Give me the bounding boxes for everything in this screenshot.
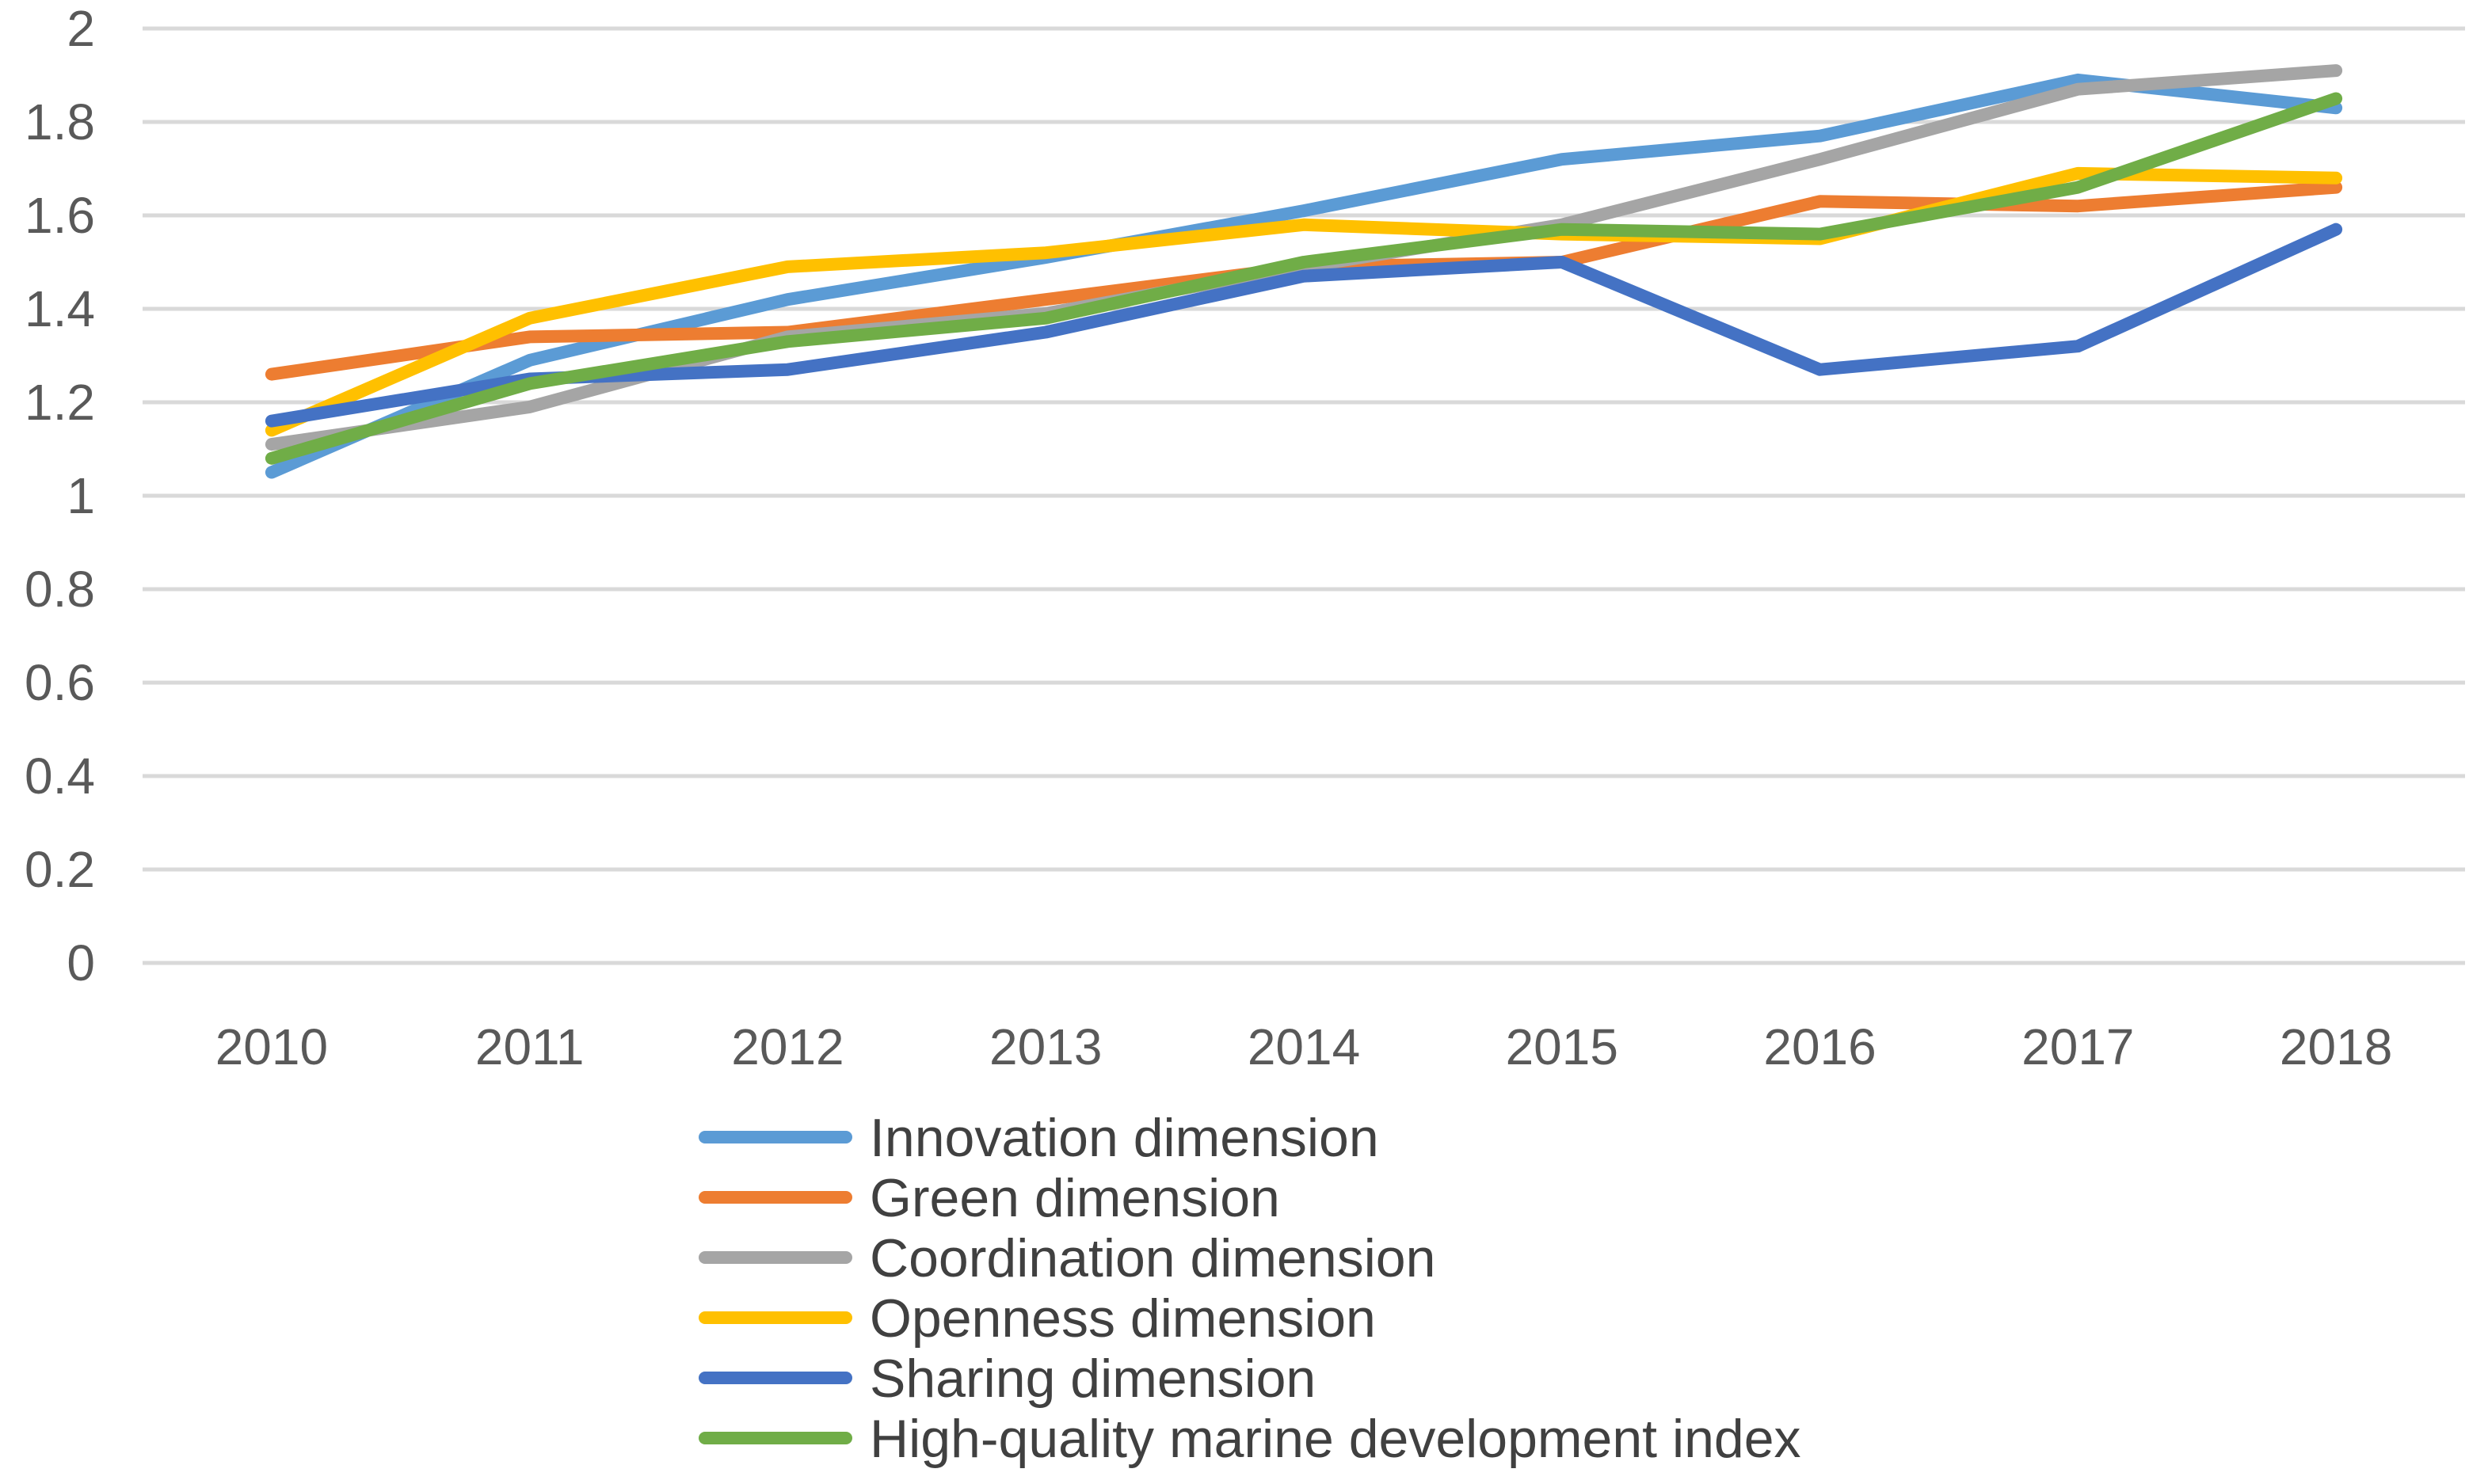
x-tick-label: 2017 <box>2021 1018 2134 1075</box>
series-line <box>265 166 2343 437</box>
y-tick-label: 0.8 <box>25 561 95 618</box>
legend-item: Green dimension <box>699 1168 1280 1228</box>
legend-item: Openness dimension <box>699 1288 1376 1349</box>
y-tick-label: 1.4 <box>25 280 95 337</box>
legend-item: Sharing dimension <box>699 1349 1316 1409</box>
x-tick-label: 2016 <box>1763 1018 1876 1075</box>
series-5 <box>265 92 2343 465</box>
x-tick-label: 2013 <box>989 1018 1102 1075</box>
y-tick-label: 1.2 <box>25 374 95 431</box>
legend-label: Coordination dimension <box>870 1228 1435 1288</box>
y-tick-label: 2 <box>67 0 95 57</box>
x-tick-label: 2018 <box>2280 1018 2392 1075</box>
x-tick-label: 2014 <box>1248 1018 1360 1075</box>
legend-label: Sharing dimension <box>870 1349 1316 1409</box>
y-tick-label: 1.8 <box>25 93 95 150</box>
x-tick-label: 2015 <box>1506 1018 1618 1075</box>
series-3 <box>265 166 2343 437</box>
y-tick-label: 1.6 <box>25 187 95 244</box>
series-line <box>265 92 2343 465</box>
y-tick-label: 0.4 <box>25 748 95 805</box>
y-tick-label: 1 <box>67 467 95 524</box>
x-axis-ticks: 2010 2011 2012 2013 2014 2015 2016 2017 2018 <box>215 1018 2393 1075</box>
x-tick-label: 2011 <box>475 1018 585 1075</box>
legend-item: Innovation dimension <box>699 1108 1379 1168</box>
y-axis-ticks: 0 0.2 0.4 0.6 0.8 1 1.2 1.4 1.6 1.8 2 <box>25 0 95 991</box>
legend-label: Openness dimension <box>870 1288 1376 1349</box>
y-tick-label: 0.6 <box>25 654 95 711</box>
legend-label: Green dimension <box>870 1168 1280 1228</box>
legend-label: High-quality marine development index <box>870 1409 1801 1469</box>
y-tick-label: 0 <box>67 934 95 991</box>
legend-item: High-quality marine development index <box>699 1409 1801 1469</box>
legend-label: Innovation dimension <box>870 1108 1379 1168</box>
series-layer <box>265 64 2343 479</box>
legend-item: Coordination dimension <box>699 1228 1435 1288</box>
x-tick-label: 2012 <box>731 1018 844 1075</box>
y-tick-label: 0.2 <box>25 841 95 898</box>
x-tick-label: 2010 <box>215 1018 328 1075</box>
